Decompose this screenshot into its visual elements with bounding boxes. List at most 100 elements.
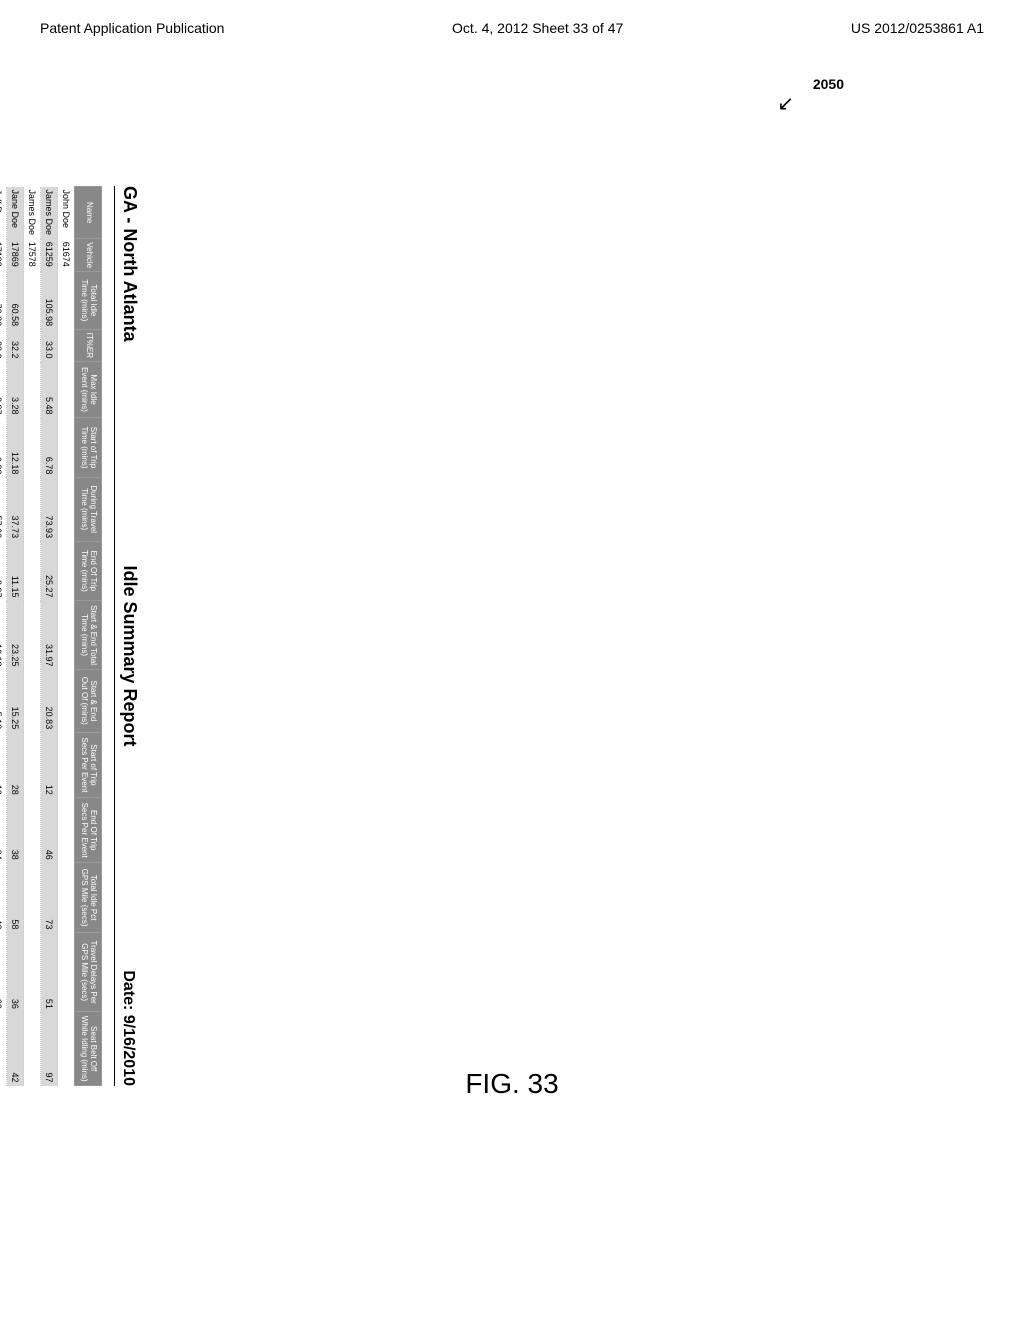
table-cell bbox=[58, 863, 75, 933]
table-cell: 6.78 bbox=[41, 418, 58, 478]
report-header: GA - North Atlanta Idle Summary Report D… bbox=[114, 186, 140, 1086]
reference-number: 2050 bbox=[813, 76, 844, 92]
idle-summary-table: NameVehicleTotal Idle Time (mins)IT%ERMa… bbox=[0, 186, 102, 1086]
reference-arrow-icon: ↙ bbox=[777, 91, 794, 116]
table-row: Jeff Doe1718873.8228.62.876.2257.638.971… bbox=[0, 187, 7, 1086]
table-cell: 57.63 bbox=[0, 477, 7, 541]
table-cell bbox=[24, 362, 41, 418]
report-title: Idle Summary Report bbox=[119, 565, 140, 746]
table-cell bbox=[24, 601, 41, 670]
table-cell bbox=[24, 798, 41, 863]
table-cell: 28 bbox=[7, 732, 24, 798]
table-cell bbox=[24, 732, 41, 798]
table-cell: James Doe bbox=[41, 187, 58, 239]
table-cell: Jane Doe bbox=[7, 187, 24, 239]
table-cell bbox=[24, 418, 41, 478]
table-cell bbox=[24, 669, 41, 732]
table-cell: 5.48 bbox=[41, 362, 58, 418]
table-cell bbox=[58, 477, 75, 541]
table-cell: 58 bbox=[7, 863, 24, 933]
column-header: IT%ER bbox=[75, 329, 102, 361]
column-header: End Of Trip Secs Per Event bbox=[75, 798, 102, 863]
column-header: Start of Trip Secs Per Event bbox=[75, 732, 102, 798]
table-cell: 42 bbox=[0, 863, 7, 933]
table-cell: 3.28 bbox=[7, 362, 24, 418]
table-cell: 31.97 bbox=[41, 601, 58, 670]
column-header: Total Idle Time (mins) bbox=[75, 272, 102, 330]
table-cell: 61674 bbox=[58, 239, 75, 272]
column-header: End Of Trip Time (mins) bbox=[75, 541, 102, 600]
column-header: Start & End Out Of (mins) bbox=[75, 669, 102, 732]
table-cell: 25.27 bbox=[41, 541, 58, 600]
column-header: Max Idle Event (mins) bbox=[75, 362, 102, 418]
table-cell: 20.83 bbox=[41, 669, 58, 732]
table-cell: 38 bbox=[7, 798, 24, 863]
figure-label: FIG. 33 bbox=[465, 1068, 558, 1100]
date-sheet-label: Oct. 4, 2012 Sheet 33 of 47 bbox=[452, 20, 623, 36]
column-header: During Travel Time (mins) bbox=[75, 477, 102, 541]
table-cell: 8.97 bbox=[0, 541, 7, 600]
page-header: Patent Application Publication Oct. 4, 2… bbox=[0, 0, 1024, 46]
table-cell bbox=[58, 798, 75, 863]
table-cell: 60.58 bbox=[7, 272, 24, 330]
table-cell bbox=[24, 1012, 41, 1086]
table-cell bbox=[24, 932, 41, 1012]
report-location: GA - North Atlanta bbox=[119, 186, 140, 342]
table-cell: 97 bbox=[41, 1012, 58, 1086]
table-body: John Doe61674James Doe61259105.9833.05.4… bbox=[0, 187, 75, 1086]
table-cell: 16.18 bbox=[0, 601, 7, 670]
table-cell bbox=[58, 669, 75, 732]
table-cell: 33 bbox=[0, 932, 7, 1012]
table-cell: 33.0 bbox=[41, 329, 58, 361]
report-container: GA - North Atlanta Idle Summary Report D… bbox=[0, 186, 140, 1086]
table-cell bbox=[24, 272, 41, 330]
table-cell bbox=[58, 732, 75, 798]
content-area: 2050 ↙ GA - North Atlanta Idle Summary R… bbox=[0, 46, 1024, 86]
table-cell: 34 bbox=[0, 798, 7, 863]
table-cell: 17869 bbox=[7, 239, 24, 272]
report-date: Date: 9/16/2010 bbox=[119, 970, 137, 1086]
table-row: Jane Doe1786960.5832.23.2812.1837.7311.1… bbox=[7, 187, 24, 1086]
table-cell: Jeff Doe bbox=[0, 187, 7, 239]
table-row: John Doe61674 bbox=[58, 187, 75, 1086]
table-cell bbox=[58, 329, 75, 361]
column-header: Name bbox=[75, 187, 102, 239]
table-cell: 37.73 bbox=[7, 477, 24, 541]
table-cell: 6.22 bbox=[0, 418, 7, 478]
column-header: Start & End Total Time (mins) bbox=[75, 601, 102, 670]
table-cell: 46 bbox=[41, 798, 58, 863]
column-header: Start of Trip Time (mins) bbox=[75, 418, 102, 478]
table-cell bbox=[24, 541, 41, 600]
table-cell: 73.93 bbox=[41, 477, 58, 541]
table-cell: 12 bbox=[0, 732, 7, 798]
table-cell: 17188 bbox=[0, 239, 7, 272]
table-cell: 12 bbox=[41, 732, 58, 798]
publication-label: Patent Application Publication bbox=[40, 20, 224, 36]
table-cell bbox=[58, 932, 75, 1012]
table-cell: 73 bbox=[41, 863, 58, 933]
table-cell: 36 bbox=[7, 932, 24, 1012]
table-cell bbox=[24, 329, 41, 361]
table-cell: 51 bbox=[41, 932, 58, 1012]
column-header: Seat Belt Off While Idling (mins) bbox=[75, 1012, 102, 1086]
table-cell: 42 bbox=[7, 1012, 24, 1086]
table-cell: 23.25 bbox=[7, 601, 24, 670]
column-header: Travel Delays Per GPS Mile (secs) bbox=[75, 932, 102, 1012]
table-cell: 2.87 bbox=[0, 362, 7, 418]
table-cell: 17578 bbox=[24, 239, 41, 272]
table-cell: 15.25 bbox=[7, 669, 24, 732]
table-cell: 105.98 bbox=[41, 272, 58, 330]
table-cell bbox=[24, 477, 41, 541]
table-cell bbox=[0, 1012, 7, 1086]
column-header: Vehicle bbox=[75, 239, 102, 272]
table-row: James Doe61259105.9833.05.486.7873.9325.… bbox=[41, 187, 58, 1086]
table-cell bbox=[58, 541, 75, 600]
table-cell: 32.2 bbox=[7, 329, 24, 361]
table-cell: 28.6 bbox=[0, 329, 7, 361]
table-cell bbox=[24, 863, 41, 933]
table-header: NameVehicleTotal Idle Time (mins)IT%ERMa… bbox=[75, 187, 102, 1086]
table-cell bbox=[58, 272, 75, 330]
table-cell: 73.82 bbox=[0, 272, 7, 330]
table-cell: 11.15 bbox=[7, 541, 24, 600]
table-row: James Doe17578 bbox=[24, 187, 41, 1086]
